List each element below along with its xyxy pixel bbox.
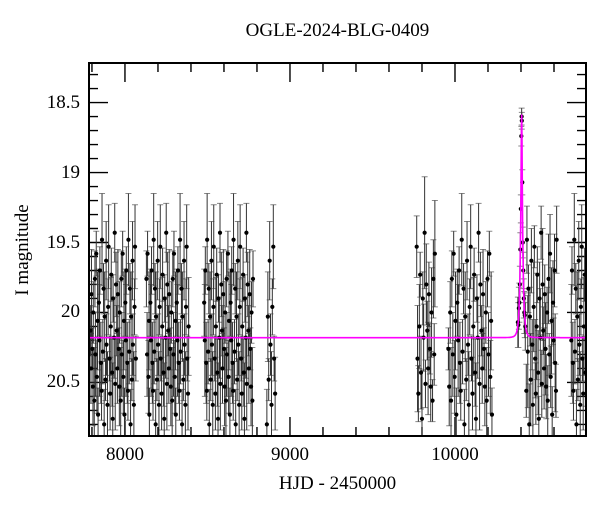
- x-tick-label: 8000: [105, 444, 144, 465]
- plot-frame: [88, 62, 587, 437]
- x-axis-title: HJD - 2450000: [278, 473, 397, 494]
- x-tick-label: 9000: [270, 444, 309, 465]
- y-tick-label: 19.5: [46, 231, 80, 253]
- error-bars: [89, 108, 586, 437]
- model-curve: [88, 114, 587, 339]
- x-tick-label: 10000: [431, 444, 479, 465]
- y-tick-label: 18.5: [46, 91, 80, 113]
- y-tick-label: 19: [61, 161, 80, 183]
- chart-title: OGLE-2024-BLG-0409: [245, 20, 430, 41]
- data-points: [88, 114, 587, 427]
- y-tick-label: 20.5: [46, 371, 80, 393]
- plot-area: [88, 62, 587, 437]
- y-tick-label: 20: [61, 301, 80, 323]
